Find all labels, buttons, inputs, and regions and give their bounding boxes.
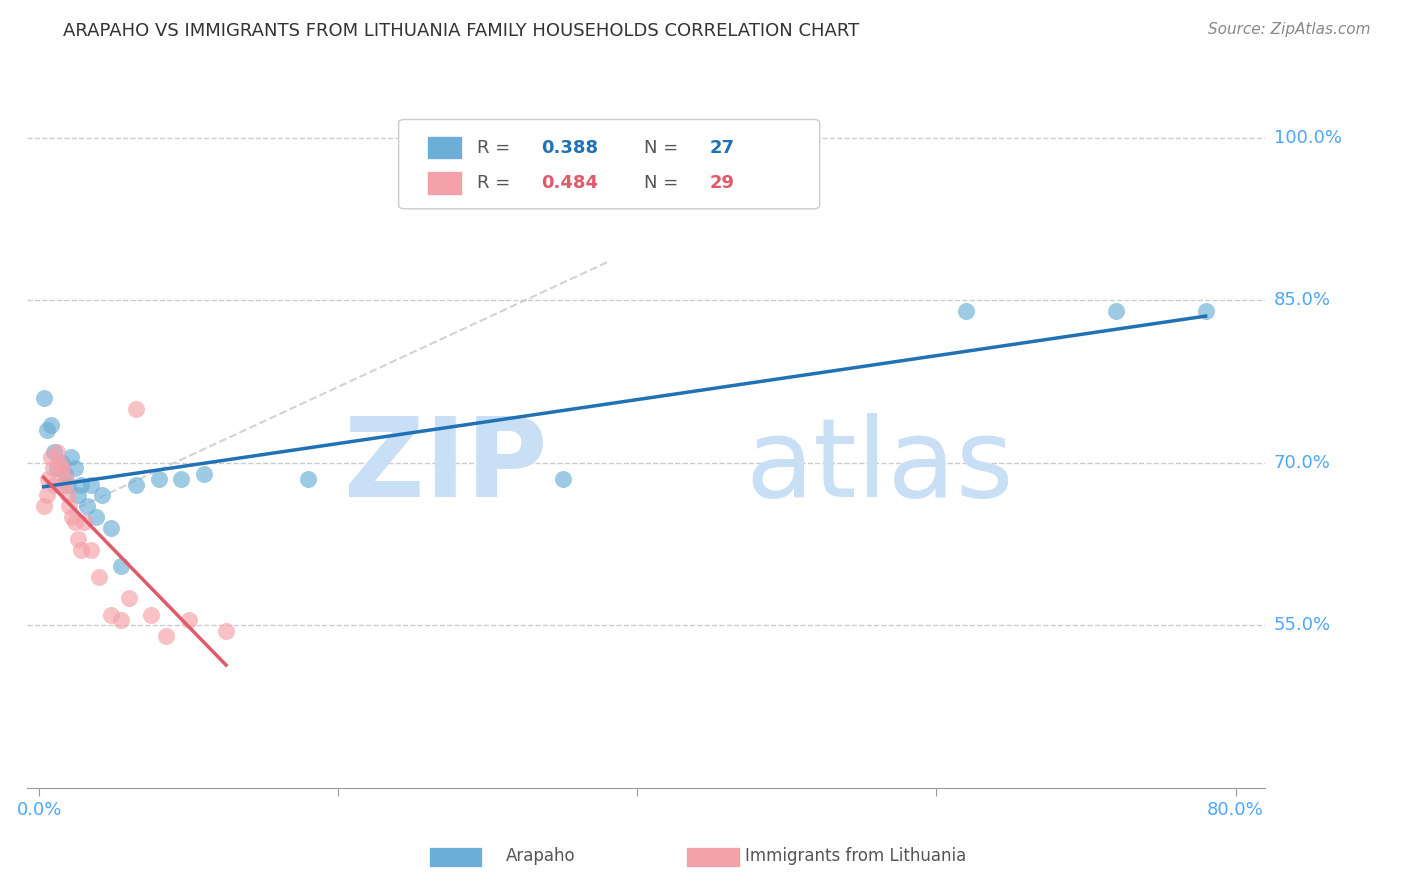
Point [70,542,93,557]
Point [58,500,80,514]
Point [32,500,55,514]
Point [42,445,65,459]
Point [46,461,69,475]
Point [1105,304,1128,318]
Text: atlas: atlas [745,413,1014,520]
Point [297,472,319,486]
Text: Immigrants from Lithuania: Immigrants from Lithuania [745,847,966,865]
Text: N =: N = [644,174,683,192]
Point [70,477,93,491]
Point [66,532,89,546]
Point [41,461,63,475]
Point [46,445,69,459]
Point [177,613,200,627]
Point [42,477,65,491]
Point [110,613,132,627]
Point [215,624,238,638]
Text: 29: 29 [710,174,734,192]
Point [125,401,148,416]
Point [193,467,215,481]
Point [53,467,76,481]
FancyBboxPatch shape [427,171,461,194]
Point [49,461,72,475]
Point [60,510,83,524]
Text: 0.484: 0.484 [541,174,598,192]
Point [141,607,163,622]
Point [55,472,77,486]
Point [91,488,114,502]
FancyBboxPatch shape [399,120,820,209]
Point [56,477,79,491]
Point [100,521,122,535]
Text: Source: ZipAtlas.com: Source: ZipAtlas.com [1208,22,1371,37]
FancyBboxPatch shape [427,136,461,160]
Point [87,569,110,583]
Point [76,500,98,514]
Point [170,472,193,486]
Point [32,391,55,405]
Text: N =: N = [644,138,683,157]
Text: 0.388: 0.388 [541,138,598,157]
Point [110,558,132,573]
Text: ARAPAHO VS IMMIGRANTS FROM LITHUANIA FAMILY HOUSEHOLDS CORRELATION CHART: ARAPAHO VS IMMIGRANTS FROM LITHUANIA FAM… [63,22,859,40]
Point [73,516,96,530]
Point [1194,304,1216,318]
Text: 70.0%: 70.0% [1274,454,1330,472]
Point [100,607,122,622]
Point [59,450,82,465]
Point [955,304,977,318]
Text: R =: R = [477,138,516,157]
Point [52,477,75,491]
Point [35,488,58,502]
Point [84,510,107,524]
Point [48,456,70,470]
Text: R =: R = [477,174,516,192]
Point [39,417,62,432]
Point [51,461,73,475]
Point [63,516,86,530]
Point [66,488,89,502]
Point [56,488,79,502]
Point [551,472,574,486]
Point [63,461,86,475]
Point [80,542,103,557]
Text: 55.0%: 55.0% [1274,616,1331,634]
Point [118,591,141,606]
Text: 85.0%: 85.0% [1274,292,1331,310]
Point [39,450,62,465]
Text: 27: 27 [710,138,734,157]
Point [80,477,103,491]
Point [148,472,170,486]
Text: Arapaho: Arapaho [506,847,576,865]
Point [51,456,73,470]
Text: ZIP: ZIP [344,413,547,520]
Point [125,477,148,491]
Point [155,629,177,643]
Point [37,472,59,486]
Point [35,424,58,438]
Text: 100.0%: 100.0% [1274,129,1341,147]
